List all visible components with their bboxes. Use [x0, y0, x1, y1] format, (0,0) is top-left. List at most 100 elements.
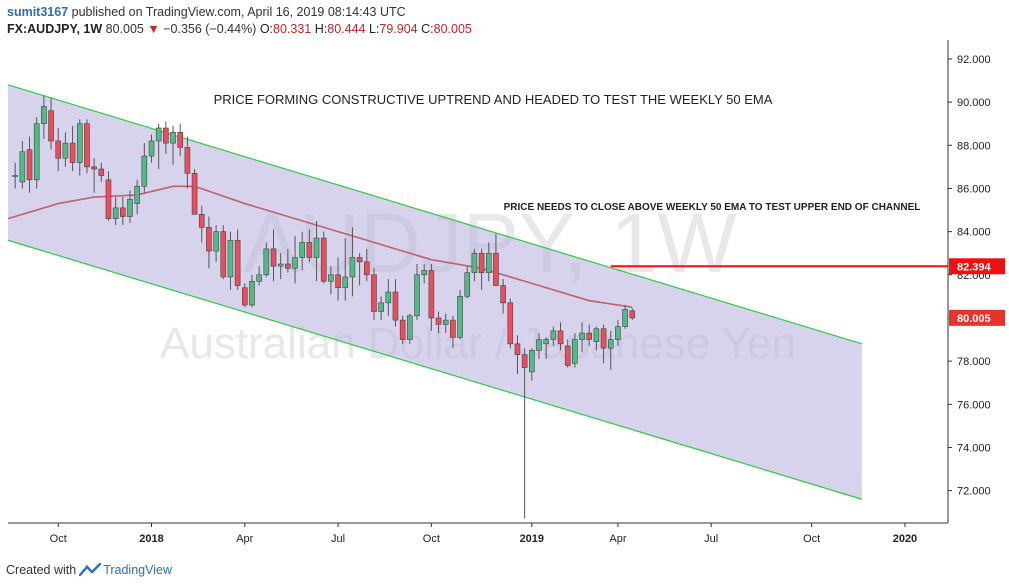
candle[interactable] — [234, 229, 241, 290]
candle[interactable] — [55, 128, 62, 172]
candle[interactable] — [450, 315, 456, 349]
candle[interactable] — [184, 136, 191, 189]
candle[interactable] — [177, 123, 184, 157]
channel-upper-line[interactable] — [7, 84, 863, 345]
candle[interactable] — [112, 197, 119, 226]
candle[interactable] — [600, 324, 607, 364]
candle[interactable] — [464, 266, 471, 299]
candle[interactable] — [299, 231, 305, 271]
candle[interactable] — [163, 121, 169, 154]
candle[interactable] — [48, 97, 54, 150]
candle[interactable] — [485, 242, 492, 282]
candle[interactable] — [471, 248, 478, 282]
candle[interactable] — [26, 136, 33, 193]
candle[interactable] — [385, 279, 392, 316]
candle[interactable] — [12, 162, 18, 189]
candle[interactable] — [586, 324, 593, 347]
candle[interactable] — [155, 123, 162, 170]
candle[interactable] — [62, 132, 69, 167]
candle[interactable] — [105, 171, 112, 221]
candle[interactable] — [141, 143, 148, 193]
candle-body — [198, 214, 205, 228]
author-link[interactable]: sumit3167 — [7, 5, 69, 19]
candle[interactable] — [607, 330, 614, 370]
candle[interactable] — [91, 158, 97, 193]
candle[interactable] — [148, 134, 155, 163]
candle[interactable] — [392, 279, 399, 327]
candle[interactable] — [399, 315, 406, 344]
candle[interactable] — [213, 225, 219, 262]
candle[interactable] — [134, 179, 140, 215]
footer-brand-link[interactable]: TradingView — [103, 563, 172, 577]
candle[interactable] — [414, 263, 420, 321]
candle[interactable] — [421, 263, 427, 284]
candle[interactable] — [564, 339, 571, 368]
candle[interactable] — [33, 117, 40, 189]
candle[interactable] — [170, 125, 176, 165]
ema-line[interactable] — [7, 185, 633, 308]
candle[interactable] — [69, 125, 76, 172]
candle[interactable] — [342, 238, 349, 301]
last-price: 80.005 — [105, 22, 144, 36]
candle[interactable] — [320, 231, 327, 284]
channel-lower-line[interactable] — [7, 239, 863, 500]
candle[interactable] — [256, 266, 262, 286]
candle[interactable] — [378, 296, 384, 321]
candle[interactable] — [442, 313, 449, 334]
candle[interactable] — [206, 216, 212, 269]
candle[interactable] — [19, 140, 26, 189]
candle[interactable] — [356, 253, 363, 286]
candle[interactable] — [629, 308, 636, 321]
candle[interactable] — [615, 320, 621, 347]
candle[interactable] — [241, 283, 248, 308]
candle[interactable] — [500, 279, 506, 314]
candle-body — [241, 287, 248, 306]
y-tick-label: 92.000 — [957, 54, 991, 66]
candle[interactable] — [557, 322, 564, 351]
candle[interactable] — [263, 242, 270, 277]
candle[interactable] — [349, 227, 356, 297]
candle[interactable] — [191, 169, 198, 215]
candle[interactable] — [313, 220, 320, 282]
candle[interactable] — [270, 229, 277, 282]
candle[interactable] — [435, 311, 442, 334]
candle[interactable] — [328, 266, 334, 295]
candle[interactable] — [335, 257, 341, 301]
candle[interactable] — [529, 348, 535, 381]
candle[interactable] — [306, 229, 313, 262]
candle[interactable] — [285, 248, 291, 273]
candle[interactable] — [227, 231, 234, 290]
candle[interactable] — [220, 225, 227, 280]
candle[interactable] — [371, 268, 377, 321]
candle[interactable] — [521, 348, 528, 519]
candle[interactable] — [593, 326, 600, 351]
candle[interactable] — [84, 119, 90, 174]
candle[interactable] — [550, 326, 557, 347]
candle-body — [306, 242, 313, 258]
candle[interactable] — [543, 337, 549, 359]
candle[interactable] — [277, 253, 284, 280]
candle[interactable] — [363, 248, 370, 282]
candle[interactable] — [41, 95, 47, 139]
candle[interactable] — [572, 333, 578, 368]
candle-body — [26, 149, 33, 181]
candle[interactable] — [98, 162, 105, 182]
candle[interactable] — [536, 333, 542, 359]
candle[interactable] — [76, 119, 83, 176]
candle[interactable] — [622, 305, 628, 329]
candle[interactable] — [120, 197, 126, 226]
candle[interactable] — [507, 298, 514, 349]
candle[interactable] — [127, 190, 133, 223]
candle[interactable] — [407, 313, 413, 344]
candle[interactable] — [457, 289, 463, 340]
candle[interactable] — [478, 248, 485, 290]
candle[interactable] — [198, 205, 205, 243]
candle[interactable] — [428, 263, 435, 331]
candle-body — [349, 257, 356, 278]
candle[interactable] — [292, 235, 298, 284]
candle[interactable] — [249, 274, 255, 308]
candle[interactable] — [493, 233, 499, 286]
candle[interactable] — [579, 322, 585, 353]
candle[interactable] — [514, 335, 521, 375]
